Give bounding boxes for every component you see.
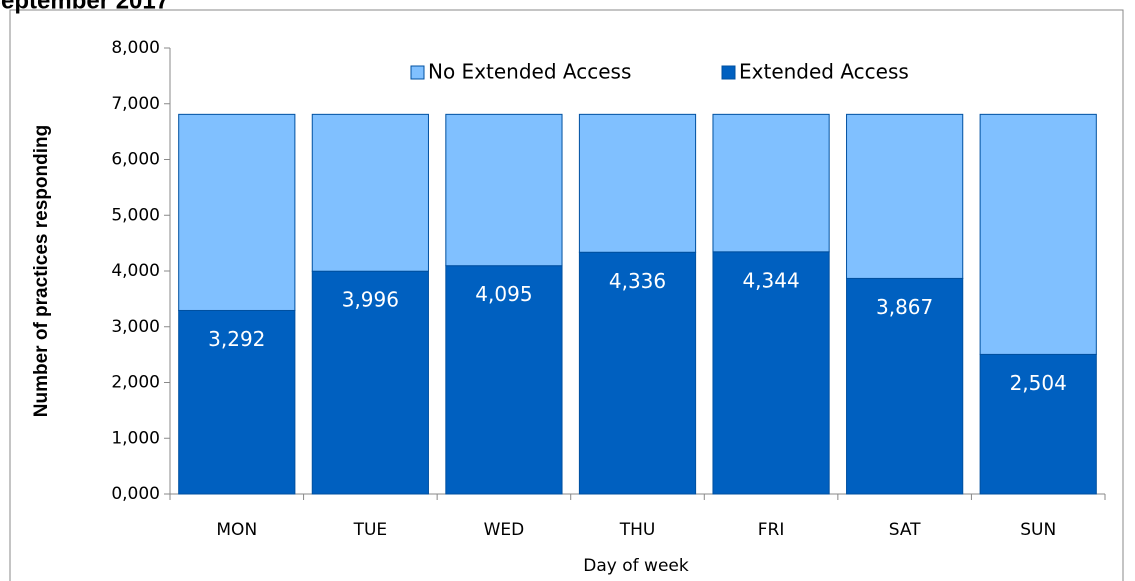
bar-segment [578, 251, 697, 495]
data-label: 4,344 [742, 268, 799, 292]
x-axis-title: Day of week [583, 556, 689, 576]
y-tick-label: 7,000 [111, 94, 160, 114]
bar-segment [712, 113, 830, 253]
data-label: 4,336 [609, 269, 666, 293]
y-tick-label: 1,000 [111, 428, 160, 448]
chart-title: September 2017 [0, 0, 169, 14]
bar-segment [979, 353, 1097, 495]
y-tick-label: 8,000 [111, 38, 160, 58]
bar-segment [846, 113, 964, 279]
y-axis-title: Number of practices responding [31, 125, 52, 417]
bar-segment [311, 113, 429, 272]
x-tick-label: FRI [758, 520, 785, 540]
bar-segment [979, 113, 1097, 355]
x-tick-label: SAT [889, 520, 921, 540]
x-tick-label: THU [619, 520, 656, 540]
y-tick-label: 2,000 [111, 373, 160, 393]
legend-label: No Extended Access [428, 60, 631, 84]
bar-segment [445, 265, 563, 495]
x-tick-label: WED [484, 520, 525, 540]
y-tick-label: 5,000 [111, 205, 160, 225]
x-tick-label: TUE [353, 520, 388, 540]
y-tick-label: 6,000 [111, 150, 160, 170]
legend-label: Extended Access [739, 60, 909, 84]
data-label: 4,095 [475, 282, 532, 306]
bar-segment [578, 113, 697, 253]
bar-segment [712, 251, 830, 495]
bar-segment [846, 277, 964, 495]
data-label: 3,996 [342, 288, 399, 312]
data-label: 2,504 [1010, 371, 1067, 395]
bar-segment [445, 113, 563, 267]
bar-segment [311, 270, 429, 495]
chart-frame [9, 9, 1124, 581]
data-label: 3,867 [876, 295, 933, 319]
bar-segment [178, 113, 296, 311]
bar-segment [178, 309, 296, 495]
y-tick-label: 4,000 [111, 261, 160, 281]
y-tick-label: 3,000 [111, 317, 160, 337]
y-tick-label: 0,000 [111, 484, 160, 504]
legend-swatch [721, 65, 736, 80]
legend-swatch [410, 65, 425, 80]
x-tick-label: SUN [1020, 520, 1056, 540]
data-label: 3,292 [208, 327, 265, 351]
x-tick-label: MON [216, 520, 257, 540]
